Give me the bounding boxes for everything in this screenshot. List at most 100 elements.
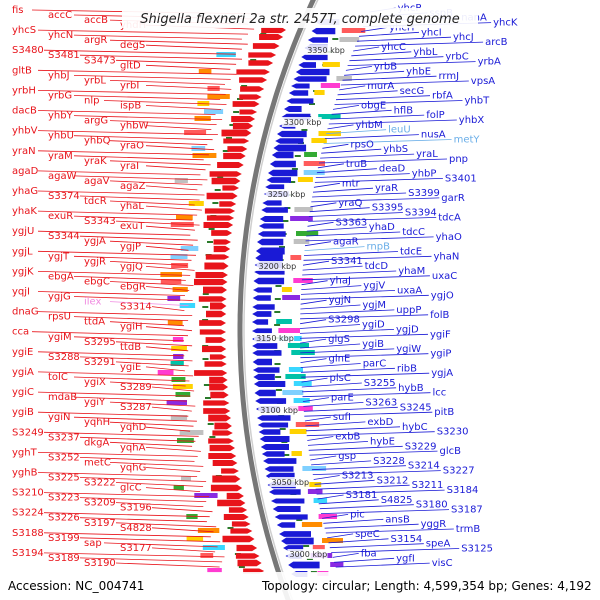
reverse-gene-label-text: trmB bbox=[456, 524, 481, 535]
kbp-labels: 3350 kbp 3300 kbp 3250 kbp 3200 kbp 3150 kbp… bbox=[254, 45, 346, 559]
forward-gene-label-text: tolC bbox=[48, 372, 68, 383]
forward-gene-label: degS bbox=[120, 40, 242, 51]
forward-gene-label-text: cca bbox=[12, 327, 29, 338]
forward-gene-label: glcC bbox=[120, 483, 201, 494]
reverse-gene-label: yhbP bbox=[315, 169, 436, 180]
forward-gene-label: S3295 bbox=[84, 337, 193, 348]
forward-gene-label-text: ygiC bbox=[12, 387, 34, 398]
feature-block bbox=[322, 538, 343, 543]
forward-gene-label: S3177 bbox=[120, 543, 216, 554]
reverse-gene-label: glgS bbox=[300, 334, 350, 345]
forward-gene-label: nlp bbox=[84, 96, 227, 107]
feature-block bbox=[322, 62, 340, 67]
forward-gene-arrow bbox=[261, 26, 286, 34]
forward-gene-arrow bbox=[195, 272, 228, 278]
reverse-gene-label-text: yggR bbox=[421, 519, 447, 530]
reverse-gene-label-text: S3395 bbox=[372, 203, 404, 214]
reverse-gene-label: yrbA bbox=[347, 57, 501, 68]
forward-gene-label-text: ygjR bbox=[84, 256, 106, 267]
reverse-gene-label: yhaN bbox=[303, 251, 459, 262]
feature-block bbox=[207, 568, 222, 573]
reverse-gene-label-text: rnpB bbox=[367, 242, 391, 253]
forward-gene-arrow bbox=[213, 245, 231, 253]
forward-gene-label: metC bbox=[84, 457, 204, 468]
forward-gene-arrow bbox=[223, 152, 246, 160]
feature-block bbox=[301, 522, 323, 527]
feature-block bbox=[170, 254, 188, 259]
reverse-gene-label-text: yhaD bbox=[369, 222, 395, 233]
reverse-gene-label-text: S3213 bbox=[342, 471, 374, 482]
reverse-gene-label-text: hybB bbox=[398, 383, 424, 394]
reverse-gene-label-text: S3187 bbox=[451, 505, 483, 516]
reverse-gene-label-text: speA bbox=[426, 539, 451, 550]
forward-gene-label-text: ygjK bbox=[12, 266, 34, 277]
reverse-gene-arrow bbox=[253, 367, 280, 373]
forward-gene-label: yhaG bbox=[12, 186, 205, 197]
forward-gene-label-text: yraN bbox=[12, 146, 36, 157]
forward-gene-label: S3343 bbox=[84, 216, 200, 227]
reverse-gene-label-text: exbD bbox=[367, 417, 393, 428]
forward-gene-label-text: ttdB bbox=[120, 342, 141, 353]
forward-gene-label-text: S3481 bbox=[48, 50, 80, 61]
forward-gene-label: argG bbox=[84, 116, 217, 127]
reverse-gene-label: speC bbox=[327, 529, 380, 540]
forward-gene-label: ispB bbox=[120, 101, 222, 112]
forward-gene-label: S3210 bbox=[12, 488, 210, 499]
reverse-gene-label-text: tdcD bbox=[365, 261, 389, 272]
forward-gene-arrow bbox=[221, 468, 239, 474]
reverse-gene-label-text: yhaM bbox=[398, 266, 425, 277]
reverse-gene-arrow bbox=[276, 522, 296, 528]
reverse-gene-label: garR bbox=[311, 193, 465, 204]
forward-gene-label: dnaG bbox=[12, 307, 193, 318]
forward-gene-label-text: yrbI bbox=[120, 80, 139, 91]
reverse-gene-label-text: pitB bbox=[434, 407, 454, 418]
reverse-gene-label-text: S3227 bbox=[443, 466, 475, 477]
forward-gene-arrow bbox=[223, 138, 250, 144]
reverse-gene-label: ygiP bbox=[300, 349, 451, 360]
reverse-gene-arrow bbox=[265, 184, 285, 190]
reverse-gene-arrow bbox=[263, 458, 297, 464]
forward-gene-labels: fisaccCaccByhdHyhcSyhcNargRdegSS3480S348… bbox=[12, 5, 261, 569]
reverse-gene-label: yhbE bbox=[344, 66, 431, 77]
kbp-label-text: 3250 kbp bbox=[268, 190, 306, 199]
reverse-gene-arrow bbox=[269, 489, 301, 495]
reverse-gene-label-text: yrbA bbox=[478, 57, 501, 68]
forward-gene-label: gltD bbox=[120, 60, 231, 71]
forward-gene-label-text: yhcS bbox=[12, 25, 36, 36]
forward-gene-label: ygiC bbox=[12, 387, 191, 398]
feature-block bbox=[172, 384, 193, 389]
reverse-gene-label-text: leuU bbox=[388, 125, 411, 136]
forward-gene-label-text: yqhD bbox=[120, 422, 147, 433]
reverse-gene-label-text: yhbS bbox=[383, 144, 408, 155]
forward-gene-arrow bbox=[210, 484, 243, 492]
reverse-gene-arrow bbox=[257, 422, 289, 428]
feature-block bbox=[288, 367, 303, 372]
forward-gene-label: tolC bbox=[48, 372, 190, 383]
feature-block bbox=[192, 153, 217, 158]
forward-gene-label: yqhG bbox=[120, 463, 201, 474]
forward-gene-label: ebgC bbox=[84, 277, 194, 288]
reverse-gene-arrow bbox=[252, 304, 275, 310]
reverse-gene-label: S3245 bbox=[303, 402, 432, 413]
forward-gene-label: agaZ bbox=[120, 181, 198, 192]
feature-block bbox=[181, 476, 191, 481]
reverse-gene-label: ygjA bbox=[301, 368, 453, 379]
reverse-gene-label-text: S3341 bbox=[331, 256, 363, 267]
reverse-gene-arrow bbox=[253, 287, 272, 293]
forward-gene-label: yraN bbox=[12, 146, 209, 157]
reverse-gene-label-text: folB bbox=[430, 310, 449, 321]
reverse-gene-label: pic bbox=[322, 509, 365, 520]
reverse-gene-label: S3395 bbox=[309, 203, 404, 214]
forward-gene-label-text: yghB bbox=[12, 468, 38, 479]
forward-gene-label-text: yrbL bbox=[84, 75, 106, 86]
forward-gene-label-text: S3374 bbox=[48, 191, 80, 202]
reverse-gene-arrow bbox=[252, 358, 272, 366]
reverse-gene-arrow bbox=[271, 151, 294, 159]
reverse-gene-arrow bbox=[252, 350, 282, 356]
reverse-gene-label: rpsO bbox=[322, 139, 374, 150]
forward-gene-arrow bbox=[203, 408, 231, 414]
reverse-gene-label-text: murA bbox=[367, 81, 394, 92]
feature-block bbox=[186, 536, 204, 541]
reverse-gene-label: ygjV bbox=[301, 281, 385, 292]
reverse-gene-label: lcc bbox=[302, 388, 446, 399]
